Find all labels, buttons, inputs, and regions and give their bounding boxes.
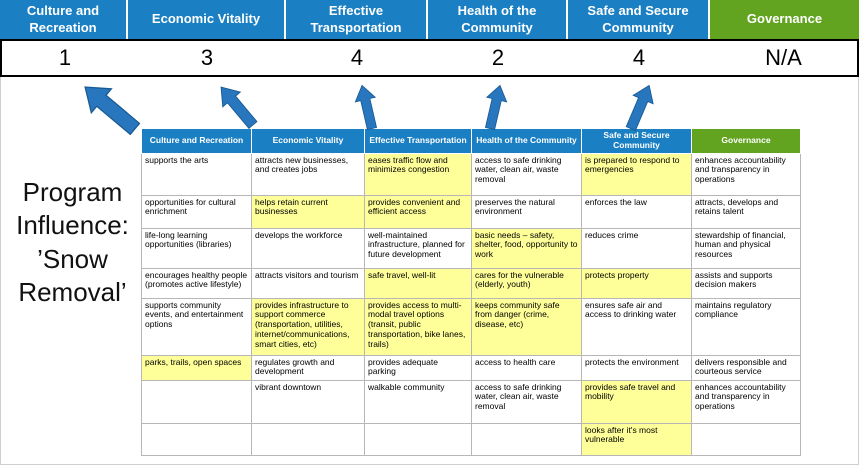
matrix-cell-highlighted: looks after it's most vulnerable [581,422,692,456]
matrix-cell-highlighted: provides safe travel and mobility [581,379,692,424]
matrix-cell: assists and supports decision makers [691,267,801,299]
program-title: Program Influence: ’Snow Removal’ [0,176,145,309]
influence-arrow-culture-icon [84,86,141,135]
matrix-cell: delivers responsible and courteous servi… [691,354,801,381]
matrix-row: life-long learning opportunities (librar… [141,227,801,269]
matrix-header-cell: Health of the Community [471,128,582,154]
matrix-cell-highlighted: provides infrastructure to support comme… [251,297,365,356]
matrix-cell-highlighted: provides access to multi-modal travel op… [364,297,472,356]
matrix-cell-highlighted: keeps community safe from danger (crime,… [471,297,582,356]
matrix-cell: regulates growth and development [251,354,365,381]
matrix-cell: well-maintained infrastructure, planned … [364,227,472,269]
matrix-cell-highlighted: cares for the vulnerable (elderly, youth… [471,267,582,299]
matrix-cell: encourages healthy people (promotes acti… [141,267,252,299]
program-title-line: ’Snow [37,243,108,274]
scoreboard: Culture and Recreation Economic Vitality E… [0,0,859,77]
scoreboard-headers: Culture and Recreation Economic Vitality E… [0,0,859,39]
matrix-cell: ensures safe air and access to drinking … [581,297,692,356]
matrix-cell: access to health care [471,354,582,381]
matrix-cell [471,422,582,456]
matrix-row: looks after it's most vulnerable [141,422,801,456]
score-value: 3 [200,45,214,70]
matrix-cell: develops the workforce [251,227,365,269]
matrix-cell [691,422,801,456]
program-title-line: Removal’ [18,276,127,307]
matrix-row: supports the arts attracts new businesses… [141,152,801,196]
influence-arrow-economic-icon [220,86,258,129]
matrix-header-cell: Effective Transportation [364,128,472,154]
score-value: 1 [58,45,72,70]
scoreboard-header: Effective Transportation [286,0,428,39]
matrix-cell: attracts, develops and retains talent [691,194,801,229]
matrix-cell-highlighted: helps retain current businesses [251,194,365,229]
influence-arrow-safe-icon [625,84,654,132]
matrix-cell-highlighted: eases traffic flow and minimizes congest… [364,152,472,196]
score-value: 2 [491,45,505,70]
matrix-row: parks, trails, open spaces regulates grow… [141,354,801,381]
matrix-cell: access to safe drinking water, clean air… [471,152,582,196]
matrix-cell-highlighted: basic needs – safety, shelter, food, opp… [471,227,582,269]
matrix-cell [141,422,252,456]
scoreboard-scores: 1 3 4 2 4 N/A [0,39,859,77]
matrix-cell: maintains regulatory compliance [691,297,801,356]
matrix-cell: walkable community [364,379,472,424]
influence-arrow-transportation-icon [354,84,378,131]
scoreboard-header: Culture and Recreation [0,0,128,39]
matrix-cell: opportunities for cultural enrichment [141,194,252,229]
matrix-cell: access to safe drinking water, clean air… [471,379,582,424]
matrix-row: supports community events, and entertain… [141,297,801,356]
influence-arrows [84,84,654,135]
matrix-cell [141,379,252,424]
matrix-cell: enforces the law [581,194,692,229]
matrix-header-cell: Safe and Secure Community [581,128,692,154]
scoreboard-header: Safe and Secure Community [568,0,710,39]
matrix-cell-highlighted: provides convenient and efficient access [364,194,472,229]
program-title-line: Program [22,177,123,207]
scoreboard-header: Economic Vitality [128,0,286,39]
matrix-cell [251,422,365,456]
matrix-cell-highlighted: safe travel, well-lit [364,267,472,299]
score-value: 4 [350,45,364,70]
matrix-cell: reduces crime [581,227,692,269]
scoreboard-header: Governance [710,0,859,39]
matrix-cell: supports the arts [141,152,252,196]
matrix-header-cell: Culture and Recreation [141,128,252,154]
score-value: 4 [632,45,646,70]
matrix-header-cell: Economic Vitality [251,128,365,154]
matrix-cell [364,422,472,456]
matrix-cell: life-long learning opportunities (librar… [141,227,252,269]
matrix-cell: preserves the natural environment [471,194,582,229]
matrix-cell: attracts new businesses, and creates job… [251,152,365,196]
matrix-row: opportunities for cultural enrichment hel… [141,194,801,229]
matrix-cell-highlighted: protects property [581,267,692,299]
matrix-row: vibrant downtown walkable community access… [141,379,801,424]
matrix-row: encourages healthy people (promotes acti… [141,267,801,299]
matrix-cell: provides adequate parking [364,354,472,381]
score-value: N/A [765,45,802,70]
matrix-cell: stewardship of financial, human and phys… [691,227,801,269]
matrix-cell: protects the environment [581,354,692,381]
matrix-cell-highlighted: is prepared to respond to emergencies [581,152,692,196]
matrix-header-cell: Governance [691,128,801,154]
matrix-cell: supports community events, and entertain… [141,297,252,356]
program-title-line: Influence: [16,210,129,241]
matrix-cell: enhances accountability and transparency… [691,379,801,424]
matrix-cell: attracts visitors and tourism [251,267,365,299]
matrix-header-row: Culture and Recreation Economic Vitality E… [141,128,801,154]
matrix-cell: vibrant downtown [251,379,365,424]
scoreboard-header: Health of the Community [428,0,568,39]
matrix-cell-highlighted: parks, trails, open spaces [141,354,252,381]
influence-matrix: Culture and Recreation Economic Vitality E… [141,128,801,456]
matrix-cell: enhances accountability and transparency… [691,152,801,196]
influence-arrow-health-icon [484,84,508,131]
